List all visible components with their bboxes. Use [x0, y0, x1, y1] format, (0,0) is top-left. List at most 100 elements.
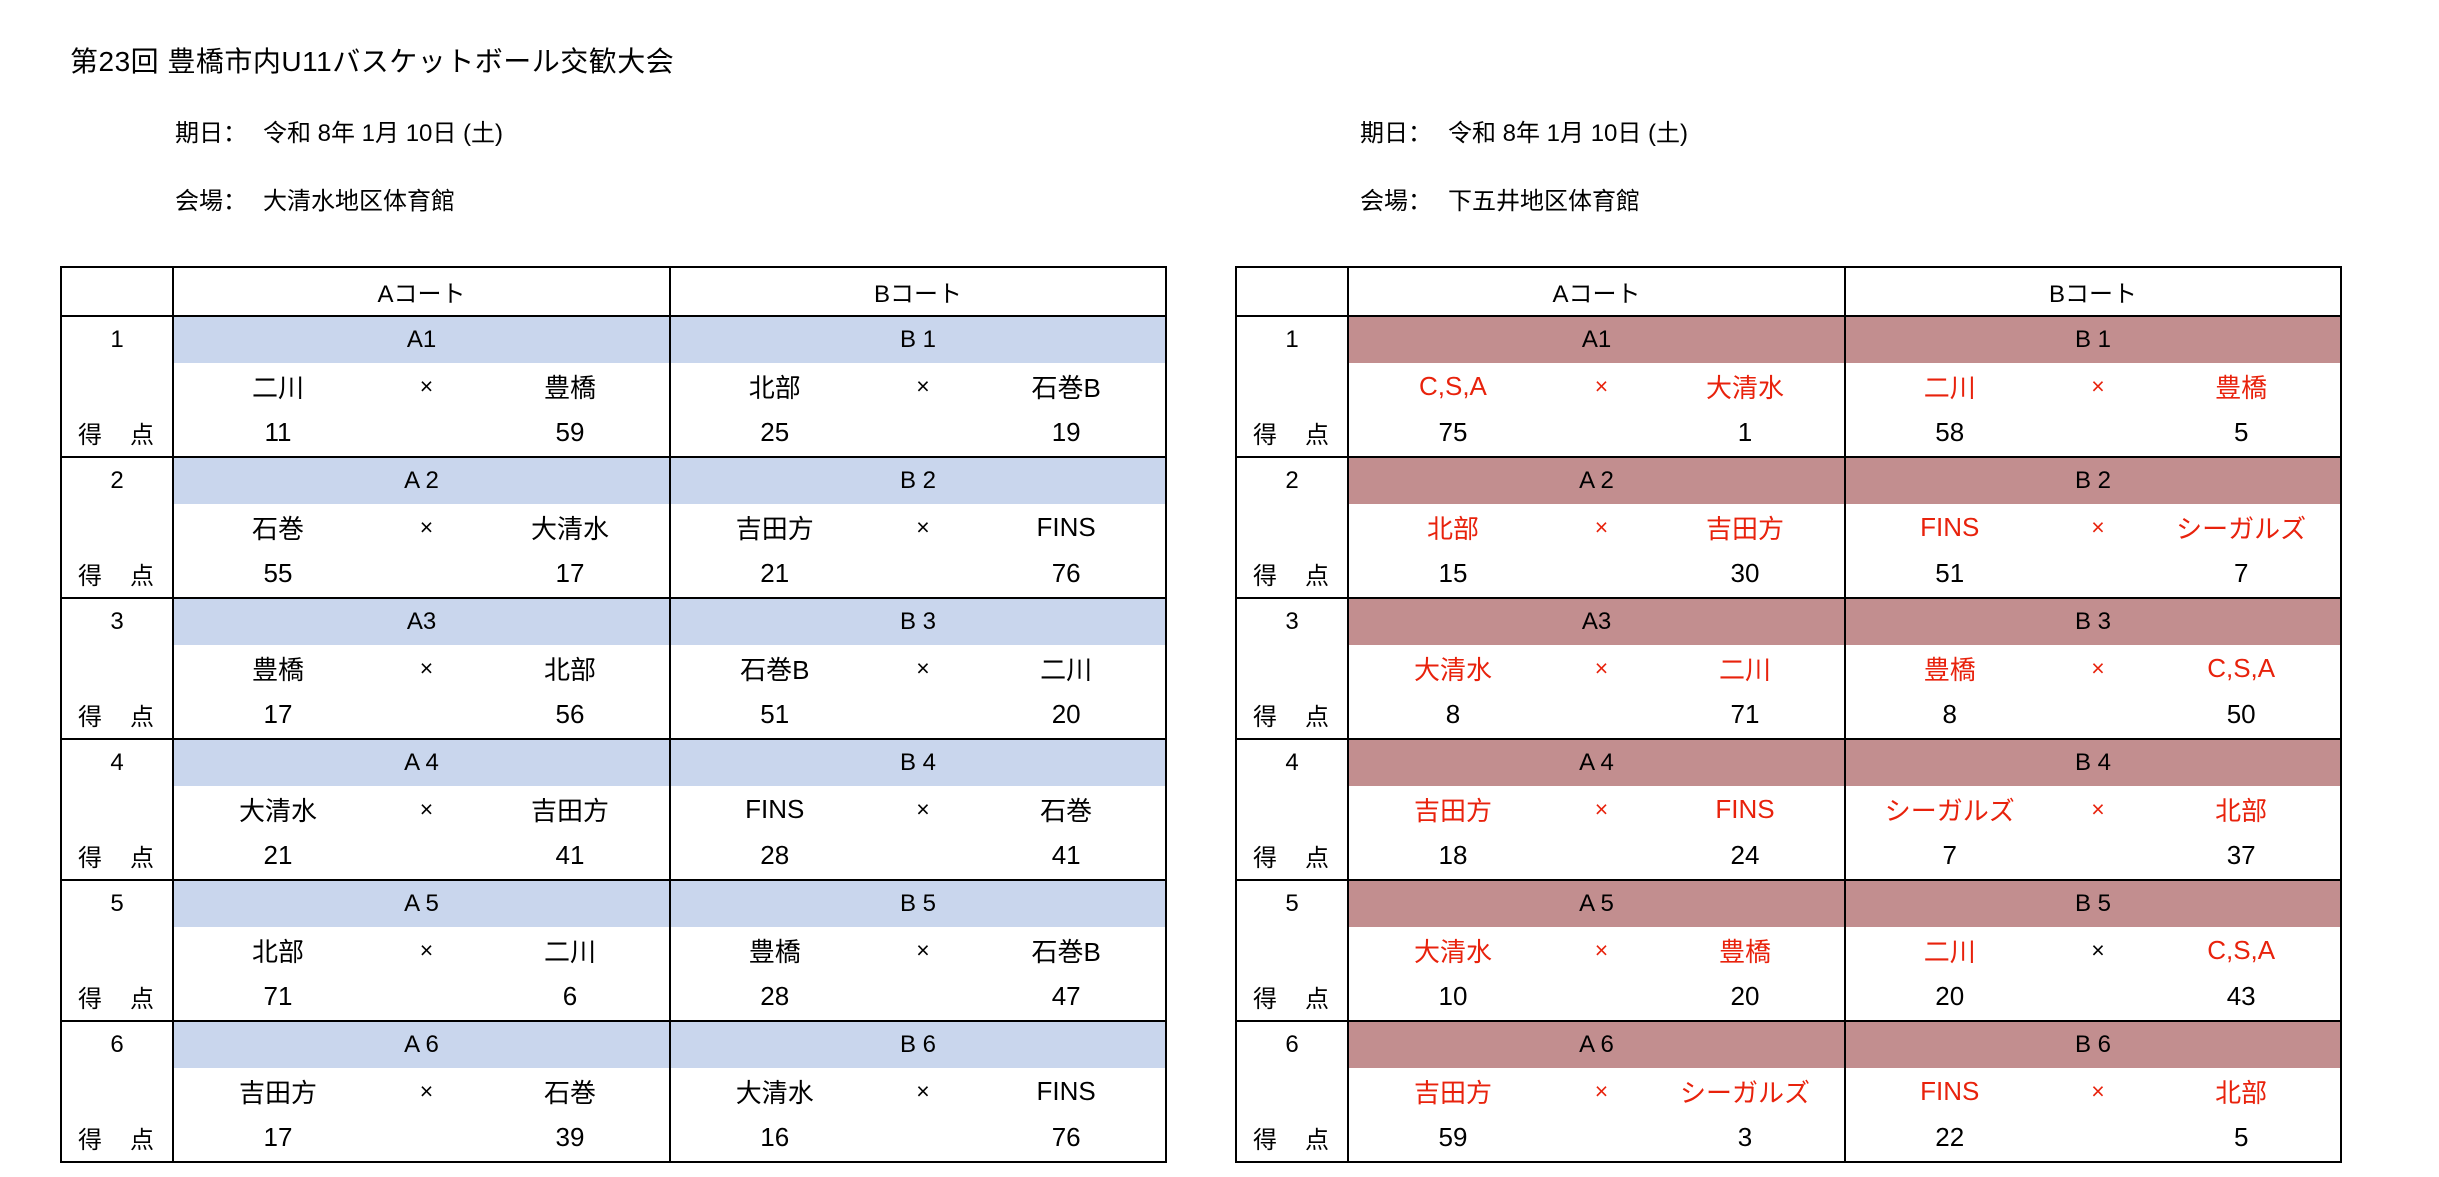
court-b-away-team: 豊橋	[2215, 372, 2268, 403]
court-a-scores-cell: 8 71	[1347, 691, 1845, 739]
court-a-away-team: 二川	[1718, 654, 1771, 685]
court-a-away-team: 二川	[543, 936, 596, 967]
court-b-teams-cell: 豊橋 × C,S,A	[1844, 645, 2341, 691]
vs-mark: ×	[2091, 654, 2105, 681]
court-b-scores-cell: 28 41	[669, 832, 1166, 880]
court-b-home-team: 石巻B	[740, 654, 810, 685]
court-b-home-team: FINS	[745, 793, 805, 824]
vs-mark: ×	[1594, 372, 1609, 399]
court-b-away-score: 43	[2226, 981, 2256, 1011]
court-a-home-team: 石巻	[251, 513, 304, 544]
teams-row: 大清水 × 豊橋 二川 × C,S,A	[1236, 927, 2341, 973]
court-b-home-score: 58	[1935, 417, 1965, 447]
court-b-away-team: 石巻	[1040, 795, 1093, 826]
score-label: 得 点	[1253, 704, 1331, 731]
court-a-teams-cell: 石巻 × 大清水	[172, 504, 670, 550]
game-number: 2	[1285, 467, 1299, 494]
game-number: 4	[110, 749, 124, 776]
court-b-home-team: FINS	[1920, 1075, 1980, 1106]
corner-cell	[1236, 267, 1348, 317]
row-label-cell: 2 得 点	[61, 456, 174, 598]
court-b-scores-cell: 25 19	[669, 409, 1166, 457]
court-b-home-score: 21	[760, 558, 790, 588]
game-number: 3	[110, 608, 124, 635]
date-value: 令和 8年 1月 10日 (土)	[1448, 120, 1689, 147]
court-b-home-team: シーガルズ	[1884, 795, 2015, 826]
court-a-home-team: 吉田方	[1413, 795, 1492, 826]
game-number: 5	[110, 890, 124, 917]
court-b-header: Bコート	[669, 267, 1166, 317]
court-a-away-team: 北部	[543, 654, 596, 685]
game-id-banner-a: A 2	[172, 456, 670, 504]
court-a-home-score: 59	[1438, 1122, 1468, 1152]
scores-row: 15 30 51 7	[1236, 550, 2341, 598]
court-a-home-score: 15	[1438, 558, 1468, 588]
court-b-scores-cell: 51 7	[1844, 550, 2341, 598]
court-b-scores-cell: 20 43	[1844, 973, 2341, 1021]
court-a-teams-cell: 豊橋 × 北部	[172, 645, 670, 691]
game-id-banner-b: B 5	[1844, 879, 2341, 927]
score-label: 得 点	[1253, 1127, 1331, 1154]
row-label-cell: 3 得 点	[61, 597, 174, 739]
court-b-away-score: 37	[2226, 840, 2256, 870]
row-label-cell: 6 得 点	[1236, 1020, 1349, 1162]
court-b-away-score: 5	[2233, 1122, 2249, 1152]
schedule-table: Aコート Bコート 1 得 点 A1 B 1 C,S,A × 大清水 二川	[1235, 266, 2342, 1163]
venue-section-right: 期日： 令和 8年 1月 10日 (土) 会場： 下五井地区体育館 Aコート Bコー…	[1235, 0, 2345, 1177]
court-b-away-score: 50	[2226, 699, 2256, 729]
court-b-home-team: 吉田方	[735, 513, 814, 544]
game-id-banner-b: B 6	[1844, 1020, 2341, 1068]
court-a-home-team: 吉田方	[1413, 1077, 1492, 1108]
court-a-away-team: 吉田方	[530, 795, 609, 826]
score-label: 得 点	[78, 986, 156, 1013]
teams-row: 吉田方 × 石巻 大清水 × FINS	[61, 1068, 1166, 1114]
vs-mark: ×	[419, 513, 434, 540]
game-banner-row: 1 得 点 A1 B 1	[1236, 315, 2341, 457]
court-b-scores-cell: 58 5	[1844, 409, 2341, 457]
game-banner-row: 5 得 点 A 5 B 5	[61, 879, 1166, 1021]
court-b-away-team: 石巻B	[1031, 936, 1101, 967]
court-b-home-team: 北部	[748, 372, 801, 403]
court-a-teams-cell: 吉田方 × シーガルズ	[1347, 1068, 1845, 1114]
court-a-away-team: FINS	[1715, 793, 1775, 824]
game-banner-row: 4 得 点 A 4 B 4	[61, 738, 1166, 880]
court-b-away-score: 47	[1051, 981, 1081, 1011]
scores-row: 10 20 20 43	[1236, 973, 2341, 1021]
game-number: 1	[1285, 326, 1299, 353]
court-b-home-score: 25	[760, 417, 790, 447]
game-number: 6	[1285, 1031, 1299, 1058]
court-a-away-score: 3	[1737, 1122, 1753, 1152]
court-a-home-team: 吉田方	[238, 1077, 317, 1108]
court-a-away-team: 吉田方	[1705, 513, 1784, 544]
vs-mark: ×	[419, 936, 434, 963]
score-label: 得 点	[1253, 986, 1331, 1013]
court-b-scores-cell: 21 76	[669, 550, 1166, 598]
vs-mark: ×	[1594, 654, 1609, 681]
vs-mark: ×	[916, 513, 930, 540]
teams-row: 北部 × 吉田方 FINS × シーガルズ	[1236, 504, 2341, 550]
game-id-banner-b: B 5	[669, 879, 1166, 927]
game-banner-row: 2 得 点 A 2 B 2	[1236, 456, 2341, 598]
game-id-banner-a: A 2	[1347, 456, 1845, 504]
court-a-scores-cell: 17 39	[172, 1114, 670, 1162]
vs-mark: ×	[1594, 936, 1609, 963]
court-b-teams-cell: FINS × 北部	[1844, 1068, 2341, 1114]
game-id-banner-a: A3	[172, 597, 670, 645]
court-a-home-score: 18	[1438, 840, 1468, 870]
court-a-away-team: 大清水	[530, 513, 609, 544]
vs-mark: ×	[916, 654, 930, 681]
court-a-teams-cell: 大清水 × 二川	[1347, 645, 1845, 691]
game-number: 6	[110, 1031, 124, 1058]
game-id-banner-b: B 2	[1844, 456, 2341, 504]
court-a-away-team: 大清水	[1705, 372, 1784, 403]
court-a-home-team: C,S,A	[1418, 370, 1487, 401]
game-banner-row: 1 得 点 A1 B 1	[61, 315, 1166, 457]
court-b-scores-cell: 51 20	[669, 691, 1166, 739]
row-label-cell: 1 得 点	[61, 315, 174, 457]
court-a-home-team: 二川	[251, 372, 304, 403]
vs-mark: ×	[1594, 795, 1609, 822]
game-id-banner-b: B 4	[669, 738, 1166, 786]
page-title: 第23回 豊橋市内U11バスケットボール交歓大会	[70, 46, 675, 77]
court-a-scores-cell: 21 41	[172, 832, 670, 880]
court-b-teams-cell: シーガルズ × 北部	[1844, 786, 2341, 832]
